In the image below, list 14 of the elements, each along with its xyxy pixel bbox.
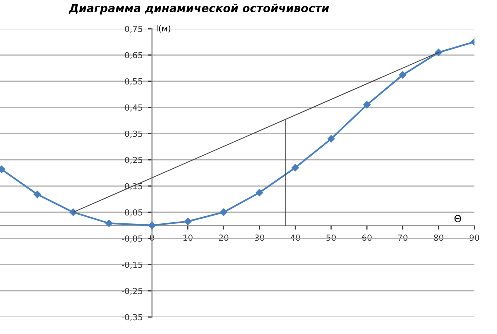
y-tick-label: -0,25	[122, 288, 142, 296]
y-tick-label: 0,35	[125, 130, 142, 138]
y-tick-label: -0,35	[122, 314, 142, 322]
y-axis-title: l(м)	[156, 25, 171, 33]
y-tick-label: -0,05	[122, 236, 142, 243]
y-tick-label: 0,25	[125, 157, 142, 164]
y-tick-label: 0,65	[125, 52, 142, 60]
y-tick-label: -0,15	[122, 262, 142, 270]
y-tick-label: 0,55	[125, 78, 142, 86]
x-axis-title: Θ	[454, 215, 462, 222]
y-tick-label: 0,75	[125, 26, 142, 34]
y-tick-label: 0,05	[125, 209, 142, 217]
y-tick-label: 0,45	[125, 104, 142, 112]
chart-title: Диаграмма динамической остойчивости	[68, 4, 330, 15]
